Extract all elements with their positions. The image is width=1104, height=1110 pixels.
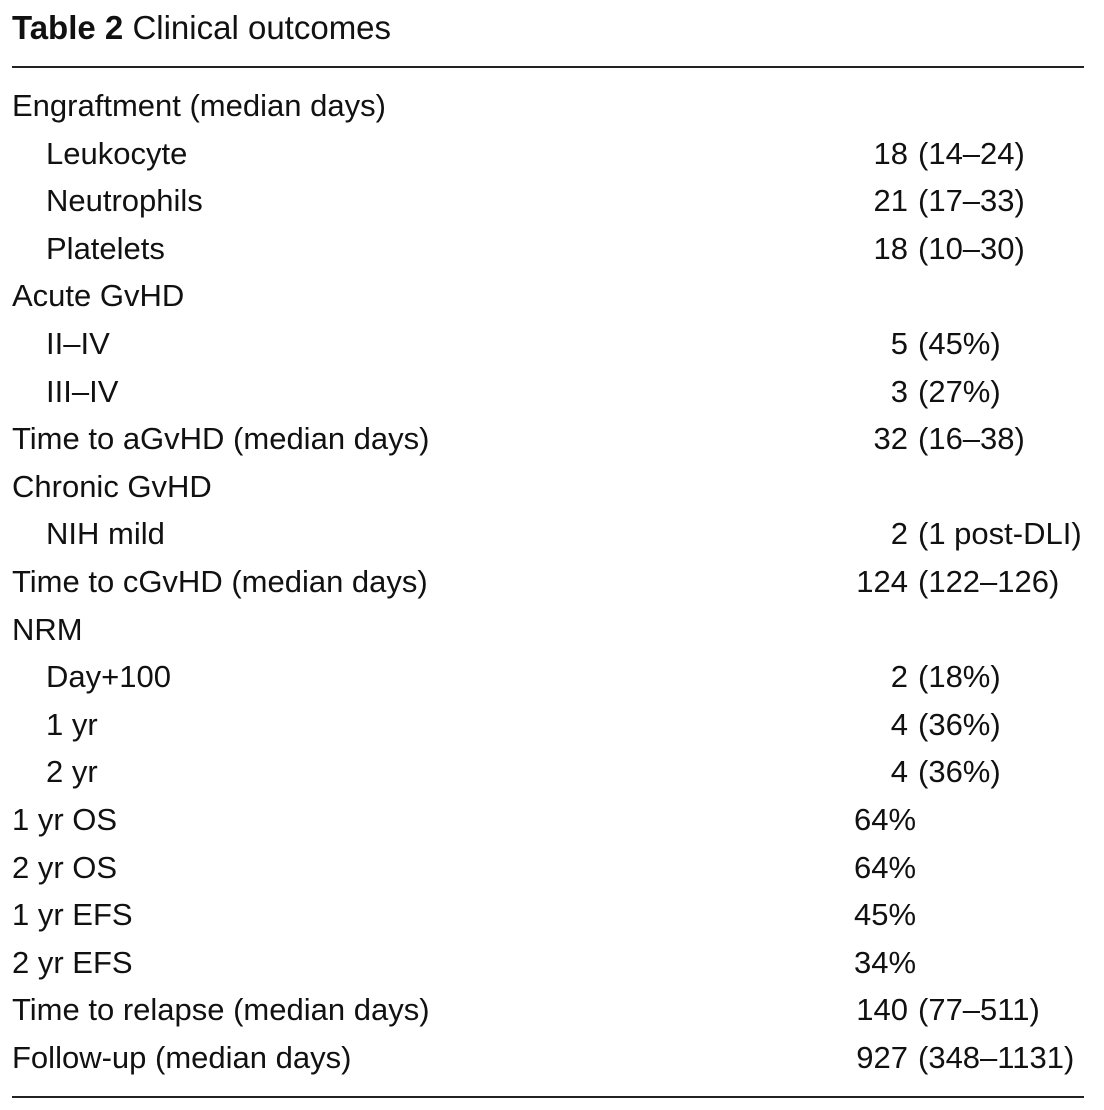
table-row: Time to cGvHD (median days) 124 (122–126) [12, 558, 1092, 606]
row-label: 1 yr EFS [12, 897, 133, 933]
table-row: NIH mild 2 (1 post-DLI) [12, 510, 1092, 558]
table-row: Chronic GvHD [12, 463, 1092, 511]
table-row: Follow-up (median days) 927 (348–1131) [12, 1034, 1092, 1082]
table-row: Platelets 18 (10–30) [12, 225, 1092, 273]
row-value: 64% [854, 849, 917, 885]
row-value-detail: (122–126) [918, 563, 1060, 599]
table-caption: Table 2 Clinical outcomes [12, 6, 391, 50]
row-label: Follow-up (median days) [12, 1039, 352, 1075]
row-label: Leukocyte [46, 135, 188, 171]
table-row: Acute GvHD [12, 272, 1092, 320]
row-label: Acute GvHD [12, 278, 185, 314]
top-rule [12, 66, 1084, 68]
row-label: Chronic GvHD [12, 468, 212, 504]
bottom-rule [12, 1096, 1084, 1098]
row-label: 2 yr [46, 754, 98, 790]
table-row: Neutrophils 21 (17–33) [12, 177, 1092, 225]
row-value: 124 [856, 563, 908, 599]
row-value: 3 [890, 373, 908, 409]
row-value: 4 [890, 754, 908, 790]
row-value: 64% [854, 801, 917, 837]
row-value: 2 [890, 516, 908, 552]
row-value-detail: (348–1131) [918, 1039, 1075, 1075]
table-row: Engraftment (median days) [12, 82, 1092, 130]
row-label: 2 yr EFS [12, 944, 133, 980]
table-body: Engraftment (median days) Leukocyte 18 (14–… [12, 82, 1092, 1081]
table-number: Table 2 [12, 9, 124, 46]
table-row: 1 yr 4 (36%) [12, 701, 1092, 749]
row-value: 32 [873, 421, 908, 457]
row-value: 45% [854, 897, 917, 933]
row-label: Time to cGvHD (median days) [12, 563, 428, 599]
row-label: 2 yr OS [12, 849, 118, 885]
row-value-detail: (77–511) [918, 992, 1040, 1028]
row-label: II–IV [46, 325, 110, 361]
table-row: Time to aGvHD (median days) 32 (16–38) [12, 415, 1092, 463]
row-label: Day+100 [46, 659, 171, 695]
row-label: NRM [12, 611, 83, 647]
row-value: 927 [856, 1039, 908, 1075]
row-label: 1 yr [46, 706, 98, 742]
row-label: Time to relapse (median days) [12, 992, 430, 1028]
row-value: 140 [856, 992, 908, 1028]
table-row: III–IV 3 (27%) [12, 368, 1092, 416]
row-value-detail: (14–24) [918, 135, 1025, 171]
row-value-detail: (17–33) [918, 183, 1025, 219]
row-label: NIH mild [46, 516, 165, 552]
row-label: 1 yr OS [12, 801, 118, 837]
row-value: 21 [873, 183, 908, 219]
table-row: NRM [12, 606, 1092, 654]
table-row: II–IV 5 (45%) [12, 320, 1092, 368]
table-row: 2 yr EFS 34% [12, 939, 1092, 987]
table-row: 2 yr 4 (36%) [12, 748, 1092, 796]
row-label: Time to aGvHD (median days) [12, 421, 430, 457]
row-label: III–IV [46, 373, 119, 409]
row-value: 2 [890, 659, 908, 695]
row-value-detail: (16–38) [918, 421, 1025, 457]
table-row: 1 yr OS 64% [12, 796, 1092, 844]
table-row: 1 yr EFS 45% [12, 891, 1092, 939]
row-value-detail: (18%) [918, 659, 1001, 695]
row-value: 4 [890, 706, 908, 742]
row-value-detail: (1 post-DLI) [918, 516, 1082, 552]
row-value: 5 [890, 325, 908, 361]
table-row: 2 yr OS 64% [12, 844, 1092, 892]
row-label: Platelets [46, 230, 165, 266]
row-label: Engraftment (median days) [12, 88, 386, 123]
row-value: 34% [854, 944, 917, 980]
row-value-detail: (27%) [918, 373, 1001, 409]
table-row: Time to relapse (median days) 140 (77–511) [12, 986, 1092, 1034]
row-value: 18 [873, 230, 908, 266]
row-value-detail: (36%) [918, 754, 1001, 790]
row-value: 18 [873, 135, 908, 171]
row-label: Neutrophils [46, 183, 203, 219]
row-value-detail: (45%) [918, 325, 1001, 361]
row-value-detail: (10–30) [918, 230, 1025, 266]
table-title: Clinical outcomes [132, 9, 392, 46]
table-row: Day+100 2 (18%) [12, 653, 1092, 701]
table-row: Leukocyte 18 (14–24) [12, 130, 1092, 178]
row-value-detail: (36%) [918, 706, 1001, 742]
